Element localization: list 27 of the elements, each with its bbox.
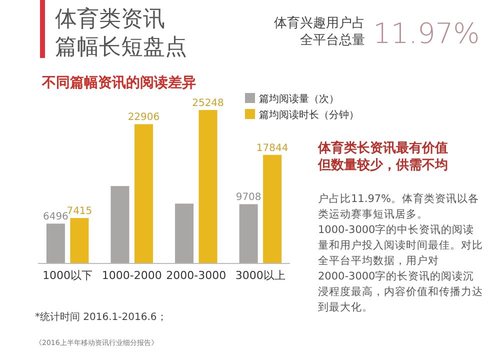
- legend-label: 篇均阅读时长（分钟）: [259, 109, 359, 121]
- x-tick-label: 1000以下: [42, 269, 93, 282]
- bar: [110, 186, 130, 263]
- text: 11.97%: [373, 17, 480, 50]
- x-tick-label: 1000-2000: [102, 269, 162, 282]
- text: 体育类长资讯最有价值但数量较少，供需不均: [317, 140, 448, 173]
- bar: [46, 224, 65, 263]
- chart-title: 体育类资讯篇幅长短盘点: [55, 6, 187, 60]
- bar: [175, 204, 194, 263]
- bar: [70, 218, 89, 263]
- data-label: 6496: [42, 212, 68, 223]
- bar: [239, 204, 258, 263]
- x-tick-label: 2000-3000: [166, 269, 226, 282]
- x-tick-label: 3000以上: [235, 269, 286, 282]
- data-label: 7415: [66, 206, 92, 218]
- text: *统计时间 2016.1-2016.6；: [35, 311, 167, 323]
- bar: [134, 124, 153, 263]
- legend-label: 篇均阅读量（次）: [259, 93, 339, 105]
- data-label: 22906: [128, 112, 160, 124]
- data-label: 17844: [256, 142, 288, 154]
- chart-subtitle: 不同篇幅资讯的阅读差异: [41, 75, 196, 91]
- bar: [198, 110, 218, 263]
- bar: [263, 154, 282, 263]
- data-label: 25248: [192, 98, 224, 109]
- text: 户占比11.97%。体育类资讯以各类运动赛事短讯居多。1000-3000字的中长资讯的阅读量和用户投入阅读时间最佳。对比全平台平均数据，用户对2000-3000字的长资讯的阅读沉浸程度最高，内容价值和传播力达到最大化。: [318, 192, 483, 314]
- text: 体育兴趣用户占全平台总量: [274, 15, 365, 48]
- data-label: 9708: [236, 192, 262, 204]
